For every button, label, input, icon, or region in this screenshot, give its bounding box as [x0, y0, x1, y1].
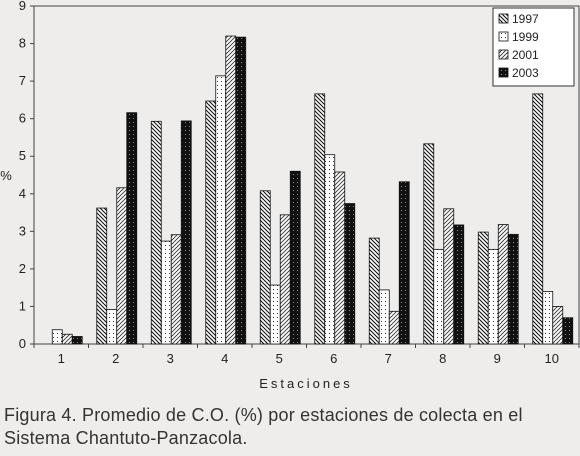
x-axis-label: Estaciones — [259, 376, 353, 391]
bar-2003-station-2 — [126, 112, 138, 345]
x-tick-label: 9 — [494, 351, 501, 366]
bar-2003-station-10 — [562, 317, 574, 345]
y-tick-label: 4 — [19, 186, 26, 201]
bar-2003-station-7 — [398, 181, 410, 345]
bar-2001-station-7 — [388, 310, 400, 345]
bar-1999-station-6 — [324, 154, 336, 345]
x-tick-label: 5 — [276, 351, 283, 366]
legend-label-2003: 2003 — [512, 66, 539, 80]
y-tick-label: 5 — [19, 148, 26, 163]
x-tick-label: 10 — [545, 351, 559, 366]
chart-figure: 0 1 2 3 4 5 6 7 8 9 1 2 3 4 5 6 7 8 9 10 Estaciones % 1997… — [0, 0, 580, 391]
legend-swatch-1999 — [498, 31, 509, 42]
y-tick-label: 1 — [19, 298, 26, 313]
y-tick-label: 8 — [19, 36, 26, 51]
legend-swatch-1997 — [498, 13, 509, 24]
x-tick-label: 2 — [112, 351, 119, 366]
bar-2001-station-9 — [497, 224, 509, 345]
bar-1999-station-3 — [160, 240, 172, 345]
bar-1999-station-4 — [215, 75, 227, 345]
x-tick-label: 6 — [330, 351, 337, 366]
legend: 1997 1999 2001 2003 — [492, 7, 575, 87]
x-tick-label: 4 — [221, 351, 228, 366]
bar-1997-station-7 — [368, 237, 380, 345]
legend-label-1997: 1997 — [512, 12, 539, 26]
bar-1999-station-5 — [269, 284, 281, 345]
bars — [51, 35, 574, 345]
legend-swatch-2003 — [498, 67, 509, 78]
bar-1999-station-2 — [106, 309, 118, 345]
bar-1999-station-7 — [378, 289, 390, 345]
bar-2001-station-3 — [170, 234, 182, 345]
bar-1997-station-2 — [96, 207, 108, 345]
bar-1997-station-4 — [205, 100, 217, 345]
x-tick-label: 3 — [167, 351, 174, 366]
bar-1997-station-6 — [314, 93, 326, 345]
bar-1997-station-10 — [532, 93, 544, 345]
x-tick-label: 1 — [58, 351, 65, 366]
bar-1997-station-3 — [150, 120, 162, 345]
bar-2001-station-2 — [116, 187, 128, 345]
bar-1999-station-1 — [51, 329, 63, 345]
y-tick-label: 2 — [19, 261, 26, 276]
bar-1999-station-8 — [433, 248, 445, 345]
bar-2001-station-8 — [443, 208, 455, 345]
legend-label-2001: 2001 — [512, 48, 539, 62]
legend-swatch-2001 — [498, 49, 509, 60]
bar-2003-station-1 — [71, 336, 83, 345]
bar-2003-station-4 — [235, 36, 247, 345]
bar-chart: 0 1 2 3 4 5 6 7 8 9 1 2 3 4 5 6 7 8 9 10 Estaciones % 1997… — [0, 0, 580, 391]
bar-1997-station-8 — [423, 143, 435, 345]
bar-2001-station-6 — [334, 171, 346, 345]
x-tick-label: 8 — [439, 351, 446, 366]
bar-2003-station-9 — [507, 233, 519, 345]
figure-caption: Figura 4. Promedio de C.O. (%) por estac… — [4, 405, 523, 448]
legend-label-1999: 1999 — [512, 30, 539, 44]
bar-2003-station-5 — [289, 170, 301, 345]
y-tick-label: 0 — [19, 336, 26, 351]
bar-1999-station-9 — [487, 248, 499, 345]
bar-1999-station-10 — [542, 291, 554, 345]
y-axis-label: % — [0, 168, 12, 183]
y-axis: 0 1 2 3 4 5 6 7 8 9 — [19, 0, 34, 351]
bar-1997-station-5 — [259, 190, 271, 345]
bar-2003-station-3 — [180, 120, 192, 345]
x-axis: 1 2 3 4 5 6 7 8 9 10 — [33, 344, 580, 366]
bar-2001-station-1 — [61, 333, 73, 345]
bar-2003-station-8 — [453, 224, 465, 345]
y-tick-label: 7 — [19, 73, 26, 88]
bar-2001-station-5 — [279, 214, 291, 345]
y-tick-label: 6 — [19, 111, 26, 126]
x-tick-label: 7 — [385, 351, 392, 366]
bar-2001-station-10 — [552, 306, 564, 345]
y-tick-label: 9 — [19, 0, 26, 13]
bar-2001-station-4 — [225, 35, 237, 345]
y-tick-label: 3 — [19, 223, 26, 238]
bar-2003-station-6 — [344, 203, 356, 345]
bar-1997-station-9 — [477, 231, 489, 345]
